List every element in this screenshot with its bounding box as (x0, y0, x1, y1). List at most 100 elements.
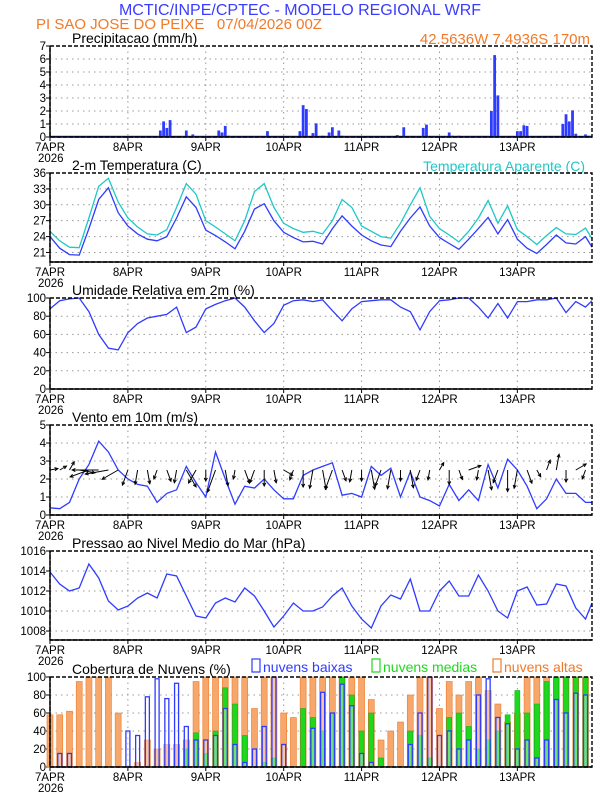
precip-bar (301, 105, 305, 137)
y-tick-label: 80 (33, 690, 46, 702)
wind-arrow-head (581, 475, 586, 481)
wind-arrow-head (492, 479, 497, 484)
cloud-bar-low (417, 712, 423, 768)
cloud-bar-low (183, 725, 189, 768)
panel-frame (49, 172, 593, 263)
cloud-bar-low (173, 682, 180, 768)
y-tick-label: 36 (33, 168, 46, 180)
precip-bar (564, 114, 568, 137)
wind-arrow-head (172, 479, 177, 484)
precip-bar (574, 133, 578, 137)
x-tick-label: 10APR (265, 520, 301, 532)
wind-arrow (492, 469, 499, 483)
legend-swatch-low (251, 658, 261, 673)
precip-bar (567, 121, 571, 137)
panel-rh: Umidade Relativa em 2m (%) 0 20 40 60 80 100 7A… (27, 282, 593, 417)
wind-arrow-head (537, 473, 542, 478)
temp-legend-apparent: Temperatura Aparente (C) (423, 158, 585, 174)
cloud-bar-high (397, 721, 404, 768)
wind-arrow-head (71, 460, 75, 466)
y-tick-label: 100 (27, 672, 46, 684)
y-tick-label: 4 (40, 80, 47, 92)
wind-arrow-head (288, 476, 293, 481)
wind-arrow-head (564, 478, 569, 484)
wind-arrow-head (359, 477, 364, 483)
legend-label-mid: nuvens medias (383, 659, 477, 675)
wind-arrow (173, 469, 178, 483)
wind-arrow (555, 454, 560, 471)
x-tick-label: 7APR (35, 520, 65, 532)
x-tick-label: 9APR (191, 267, 221, 279)
precip-bar (223, 125, 227, 137)
x-tick-label: 12APR (421, 267, 457, 279)
x-tick-label: 10APR (265, 394, 301, 406)
wind-arrow-head (206, 488, 211, 494)
x-tick-label: 8APR (113, 394, 143, 406)
wind-arrow (69, 469, 90, 478)
wind-arrow (487, 469, 493, 490)
cloud-bar-low (524, 739, 530, 768)
wind-arrow (536, 469, 542, 477)
x-tick-label: 9APR (191, 520, 221, 532)
legend-swatch-high (492, 658, 502, 673)
wind-arrow-head (324, 485, 329, 491)
panel-temp: 2-m Temperatura (C) 21 24 27 30 33 36 7APR 8APR 9… (33, 157, 593, 290)
wind-arrow (468, 465, 482, 471)
wind-arrow-head (505, 488, 510, 493)
cloud-bar-low (164, 697, 170, 768)
cloud-bar-low (144, 696, 151, 768)
x-year-label: 2026 (38, 656, 64, 668)
wind-arrow (69, 461, 75, 471)
x-year-label: 2026 (38, 531, 64, 543)
precip-bar (561, 124, 565, 137)
x-tick-label: 12APR (421, 142, 457, 154)
wind-arrow-head (374, 482, 379, 488)
precip-bar (515, 131, 519, 137)
wind-arrow-head (203, 477, 208, 483)
wind-arrow-head (489, 486, 494, 491)
cloud-bar-low (553, 698, 559, 768)
wind-arrow-head (410, 484, 415, 489)
x-year-label: 2026 (38, 278, 64, 290)
cloud-bar-low (407, 743, 413, 768)
y-tick-label: 21 (33, 247, 46, 259)
panel-title: Precipitacao (mm/h) (72, 30, 197, 46)
x-tick-label: 8APR (113, 645, 143, 657)
wind-arrow-head (447, 481, 452, 486)
x-tick-label: 13APR (499, 142, 535, 154)
x-tick-label: 8APR (113, 772, 143, 784)
x-year-label: 2026 (38, 153, 64, 165)
cloud-bar-low (319, 691, 326, 768)
wind-arrow (427, 469, 431, 480)
wind-arrow-head (343, 477, 347, 482)
wind-arrow-head (415, 476, 420, 482)
x-tick-label: 13APR (499, 645, 535, 657)
wind-arrow-head (547, 459, 552, 464)
y-tick-label: 5 (40, 420, 46, 432)
precip-bar (571, 110, 574, 137)
wind-arrow-head (459, 475, 464, 481)
wind-arrow-head (101, 476, 106, 480)
cloud-bar-low (212, 734, 219, 768)
x-tick-label: 12APR (421, 394, 457, 406)
wind-arrow (309, 469, 314, 489)
wind-arrow-head (187, 479, 192, 484)
wind-arrow-head (582, 463, 588, 468)
series-line-cyan (49, 177, 593, 249)
cloud-bar-low (281, 743, 287, 768)
precip-bar (493, 55, 497, 137)
panel-pres: Pressao ao Nivel Medio do Mar (hPa) 1008 1… (20, 535, 593, 668)
cloud-bar-low (349, 705, 355, 768)
cloud-bar-low (193, 739, 199, 768)
cloud-bar-low (573, 692, 579, 768)
y-tick-label: 0 (40, 384, 46, 396)
precip-bar (525, 125, 529, 137)
x-tick-label: 7APR (35, 267, 65, 279)
x-tick-label: 10APR (265, 142, 301, 154)
wind-arrow (386, 469, 392, 489)
wind-arrow (85, 469, 109, 475)
wind-arrow-head (440, 461, 445, 467)
cloud-bar-low (310, 727, 316, 768)
precip-bar (217, 130, 221, 137)
